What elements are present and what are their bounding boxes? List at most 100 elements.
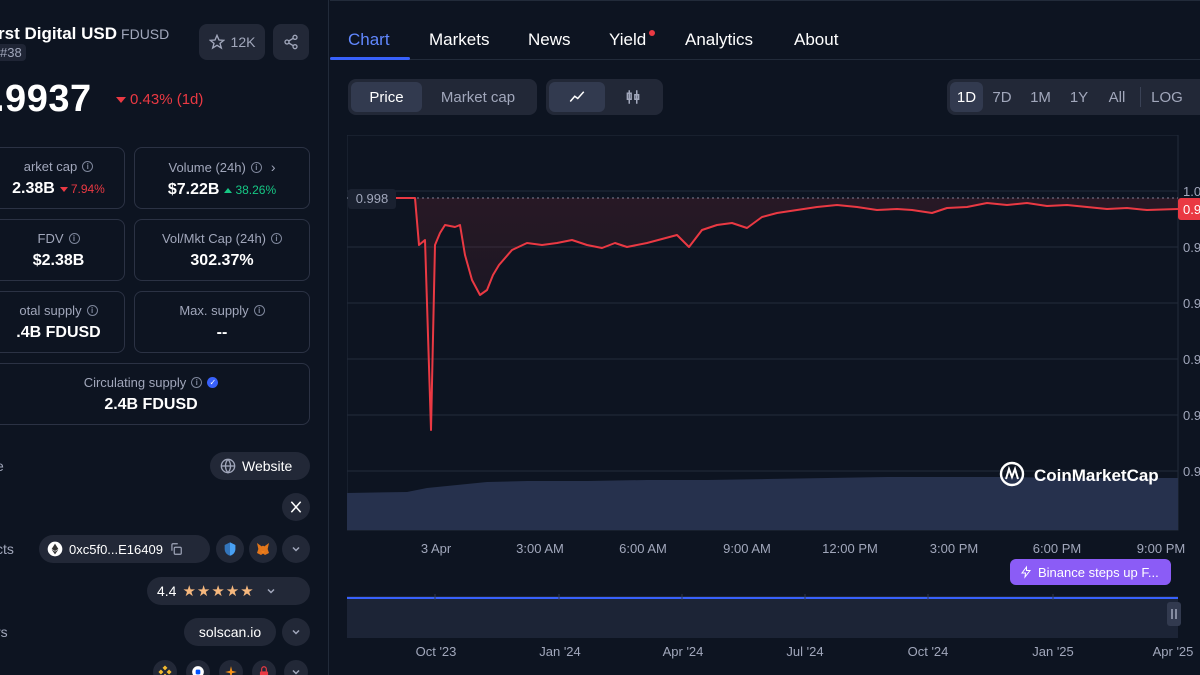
shield-icon: [224, 542, 236, 556]
circulating-supply-value: 2.4B FDUSD: [104, 396, 198, 413]
tab-bar: Chart Markets News Yield Analytics About: [330, 22, 1200, 60]
star-icon: [208, 34, 225, 50]
log-scale-toggle[interactable]: LOG: [1151, 88, 1183, 106]
navigator-tick-label: Jan '25: [1032, 644, 1074, 659]
info-icon[interactable]: i: [250, 161, 262, 173]
circulating-supply-card: Circulating supply i ✓ 2.4B FDUSD: [0, 363, 310, 425]
metamask-button[interactable]: [249, 535, 277, 563]
contracts-expand-button[interactable]: [282, 535, 310, 563]
candlestick-icon: [626, 90, 639, 104]
navigator-handle[interactable]: [1167, 602, 1181, 626]
coinbase-icon-button[interactable]: [186, 660, 210, 675]
lock-icon-button[interactable]: [252, 660, 276, 675]
vol-mkt-cap-value: 302.37%: [190, 252, 254, 269]
watchlist-count: 12K: [230, 34, 256, 50]
chevron-down-icon: [292, 629, 300, 635]
coinbase-icon: [192, 666, 204, 675]
circulating-supply-label: Circulating supply: [83, 375, 187, 390]
range-7d[interactable]: 7D: [992, 88, 1012, 106]
website-button[interactable]: Website: [210, 452, 310, 480]
coin-name-text: rst Digital USD: [0, 24, 118, 43]
explorers-expand-button[interactable]: [282, 618, 310, 646]
current-price-tag: 0.9: [1183, 202, 1200, 217]
shield-wallet-button[interactable]: [216, 535, 244, 563]
tab-markets[interactable]: Markets: [429, 30, 490, 49]
market-cap-value: 2.38B: [12, 180, 55, 197]
exchange-spark-icon-button[interactable]: [219, 660, 243, 675]
range-navigator[interactable]: [347, 590, 1200, 640]
y-tick-label: 1.0: [1183, 184, 1200, 199]
exchanges-expand-button[interactable]: [284, 660, 308, 675]
tab-yield[interactable]: Yield: [609, 30, 647, 49]
coinmarketcap-logo-icon: [999, 461, 1025, 487]
range-1m[interactable]: 1M: [1030, 88, 1051, 106]
line-chart-toggle[interactable]: [549, 82, 605, 112]
tab-about[interactable]: About: [794, 30, 839, 49]
gridlines: [347, 190, 1178, 472]
navigator-window[interactable]: [347, 596, 1178, 638]
market-cap-toggle[interactable]: Market cap: [440, 88, 516, 106]
info-icon[interactable]: i: [68, 233, 80, 244]
volume-change-value: 38.26%: [235, 183, 277, 197]
navigator-tick-label: Oct '23: [415, 644, 457, 659]
tab-news[interactable]: News: [528, 30, 571, 49]
x-tick-label: 6:00 PM: [1032, 541, 1082, 556]
navigator-tick-label: Jul '24: [786, 644, 824, 659]
price-change-value: 0.43% (1d): [130, 91, 204, 108]
watchlist-button[interactable]: 12K: [199, 24, 265, 60]
max-supply-card: Max. supply i --: [134, 291, 310, 353]
x-logo-icon: [290, 501, 302, 513]
volume-value: $7.22B: [167, 181, 220, 198]
x-social-button[interactable]: [282, 493, 310, 521]
website-label: Website: [242, 458, 293, 474]
down-triangle-icon: [59, 186, 68, 192]
chevron-down-icon: [292, 669, 300, 675]
price-chart[interactable]: 0.998 0.9 1.0 0.9 0.9 0.9 0.9 0.9 CoinMa…: [347, 135, 1200, 535]
news-event-badge[interactable]: Binance steps up F...: [1010, 559, 1171, 585]
price-toggle[interactable]: Price: [351, 82, 422, 112]
contracts-row-label: cts: [0, 541, 14, 557]
binance-icon-button[interactable]: [153, 660, 177, 675]
top-divider: [330, 0, 1200, 4]
info-icon[interactable]: i: [86, 305, 98, 316]
max-supply-value: --: [216, 324, 228, 341]
info-icon[interactable]: i: [271, 233, 283, 244]
candle-chart-toggle[interactable]: [605, 82, 660, 112]
line-chart-icon: [569, 91, 585, 102]
y-tick-label: 0.9: [1183, 352, 1200, 367]
vol-mkt-cap-label: Vol/Mkt Cap (24h): [161, 231, 267, 246]
x-tick-label: 3:00 AM: [516, 541, 564, 556]
info-icon[interactable]: i: [82, 161, 94, 172]
rating-pill[interactable]: 4.4 ★★★★★: [147, 577, 310, 605]
fdv-card: FDV i $2.38B: [0, 219, 125, 281]
range-all[interactable]: All: [1108, 88, 1126, 106]
total-supply-label: otal supply: [19, 303, 82, 318]
navigator-tick-label: Apr '25: [1152, 644, 1194, 659]
share-button[interactable]: [273, 24, 309, 60]
binance-icon: [158, 665, 172, 675]
explorer-label: solscan.io: [198, 624, 262, 640]
tab-chart[interactable]: Chart: [348, 30, 390, 49]
contract-address-pill[interactable]: 0xc5f0...E16409: [39, 535, 210, 563]
lightning-icon: [1021, 565, 1032, 579]
total-supply-card: otal supply i .4B FDUSD: [0, 291, 125, 353]
explorer-button[interactable]: solscan.io: [184, 618, 276, 646]
coin-name: rst Digital USD FDUSD: [0, 24, 169, 44]
coin-price: .9937: [0, 78, 92, 120]
coin-symbol: FDUSD: [121, 26, 170, 42]
volume-card[interactable]: Volume (24h) i › $7.22B 38.26%: [134, 147, 310, 209]
total-supply-value: .4B FDUSD: [16, 324, 101, 341]
fdv-label: FDV: [37, 231, 64, 246]
info-icon[interactable]: i: [191, 377, 203, 388]
ethereum-icon: [47, 541, 63, 557]
range-divider: [1140, 87, 1141, 107]
tab-analytics[interactable]: Analytics: [685, 30, 754, 49]
share-icon: [284, 34, 298, 50]
globe-icon: [220, 458, 236, 474]
info-icon[interactable]: i: [253, 305, 265, 316]
range-1d[interactable]: 1D: [950, 82, 983, 112]
x-tick-label: 3 Apr: [420, 541, 452, 556]
copy-icon[interactable]: [169, 542, 183, 556]
range-1y[interactable]: 1Y: [1069, 88, 1089, 106]
max-supply-label: Max. supply: [179, 303, 249, 318]
